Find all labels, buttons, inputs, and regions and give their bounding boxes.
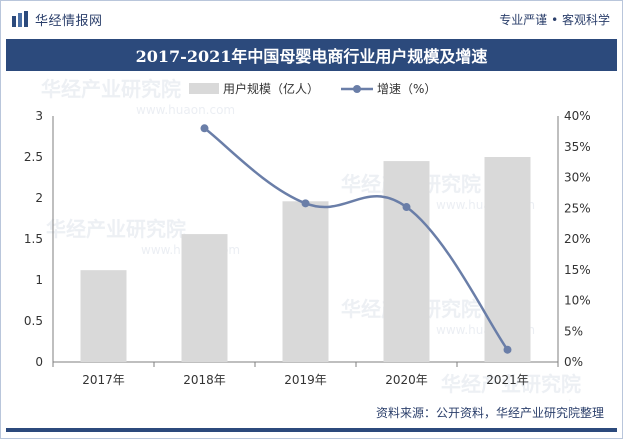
y-left-tick-label: 2 bbox=[35, 191, 43, 205]
brand: 华经情报网 bbox=[11, 9, 103, 29]
bar bbox=[484, 157, 531, 362]
y-right-tick-label: 15% bbox=[564, 263, 591, 277]
source-note: 资料来源：公开资料，华经产业研究院整理 bbox=[1, 404, 622, 424]
y-right-tick-label: 10% bbox=[564, 294, 591, 308]
legend-line-label: 增速（%） bbox=[377, 82, 436, 96]
y-right-tick-label: 5% bbox=[564, 324, 583, 338]
y-left-tick-label: 2.5 bbox=[24, 150, 43, 164]
header-bar: 华经情报网 专业严谨 • 客观科学 bbox=[1, 1, 622, 39]
x-tick-label: 2019年 bbox=[284, 373, 327, 387]
brand-logo-icon bbox=[12, 11, 28, 27]
y-left-tick-label: 3 bbox=[35, 109, 43, 123]
line-series bbox=[200, 124, 512, 354]
bar bbox=[282, 201, 329, 362]
line-point bbox=[200, 124, 209, 133]
watermark-layer: 华经产业研究院 www.huaon.com 华经产业研究院 www.huaon.com… bbox=[41, 77, 622, 401]
chart-area: 华经产业研究院 www.huaon.com 华经产业研究院 www.huaon.com… bbox=[24, 77, 622, 401]
x-tick-label: 2020年 bbox=[385, 373, 428, 387]
bar bbox=[383, 161, 430, 362]
y-right-tick-label: 40% bbox=[564, 109, 591, 123]
bar-series bbox=[80, 157, 531, 362]
legend-line-marker bbox=[353, 85, 361, 93]
brand-tagline: 专业严谨 • 客观科学 bbox=[499, 13, 610, 27]
bottom-band bbox=[6, 428, 617, 432]
y-right-tick-label: 20% bbox=[564, 232, 591, 246]
x-tick-label: 2018年 bbox=[183, 373, 226, 387]
legend-bar-label: 用户规模（亿人） bbox=[223, 81, 319, 96]
watermark-text: 华经产业研究院 bbox=[441, 372, 581, 396]
source-text: 资料来源：公开资料，华经产业研究院整理 bbox=[375, 406, 604, 420]
y-left-tick-label: 1.5 bbox=[24, 232, 43, 246]
y-right-tick-label: 35% bbox=[564, 140, 591, 154]
tick-labels: 00.511.522.530%5%10%15%20%25%30%35%40%20… bbox=[24, 109, 591, 387]
y-right-tick-label: 25% bbox=[564, 201, 591, 215]
legend: 用户规模（亿人） 增速（%） bbox=[189, 81, 436, 96]
x-tick-label: 2017年 bbox=[82, 373, 125, 387]
title-bar: 2017-2021年中国母婴电商行业用户规模及增速 bbox=[6, 39, 617, 71]
watermark-text: 华经产业研究院 bbox=[41, 77, 181, 101]
line-point bbox=[402, 203, 411, 212]
y-left-tick-label: 1 bbox=[35, 273, 43, 287]
y-right-tick-label: 0% bbox=[564, 355, 583, 369]
line-point bbox=[503, 345, 512, 354]
line-path bbox=[203, 127, 509, 351]
y-right-tick-label: 30% bbox=[564, 171, 591, 185]
bar bbox=[181, 234, 228, 362]
y-left-tick-label: 0 bbox=[35, 355, 43, 369]
watermark-url: www.huaon.com bbox=[536, 398, 622, 401]
bar bbox=[80, 270, 127, 362]
chart-title: 2017-2021年中国母婴电商行业用户规模及增速 bbox=[135, 47, 488, 66]
y-left-tick-label: 0.5 bbox=[24, 314, 43, 328]
watermark-text: 华经产业研究院 bbox=[46, 217, 186, 241]
brand-name: 华经情报网 bbox=[35, 13, 103, 29]
x-tick-label: 2021年 bbox=[486, 373, 529, 387]
line-point bbox=[301, 199, 310, 208]
watermark-url: www.huaon.com bbox=[136, 103, 235, 117]
legend-bar-swatch bbox=[189, 83, 219, 94]
